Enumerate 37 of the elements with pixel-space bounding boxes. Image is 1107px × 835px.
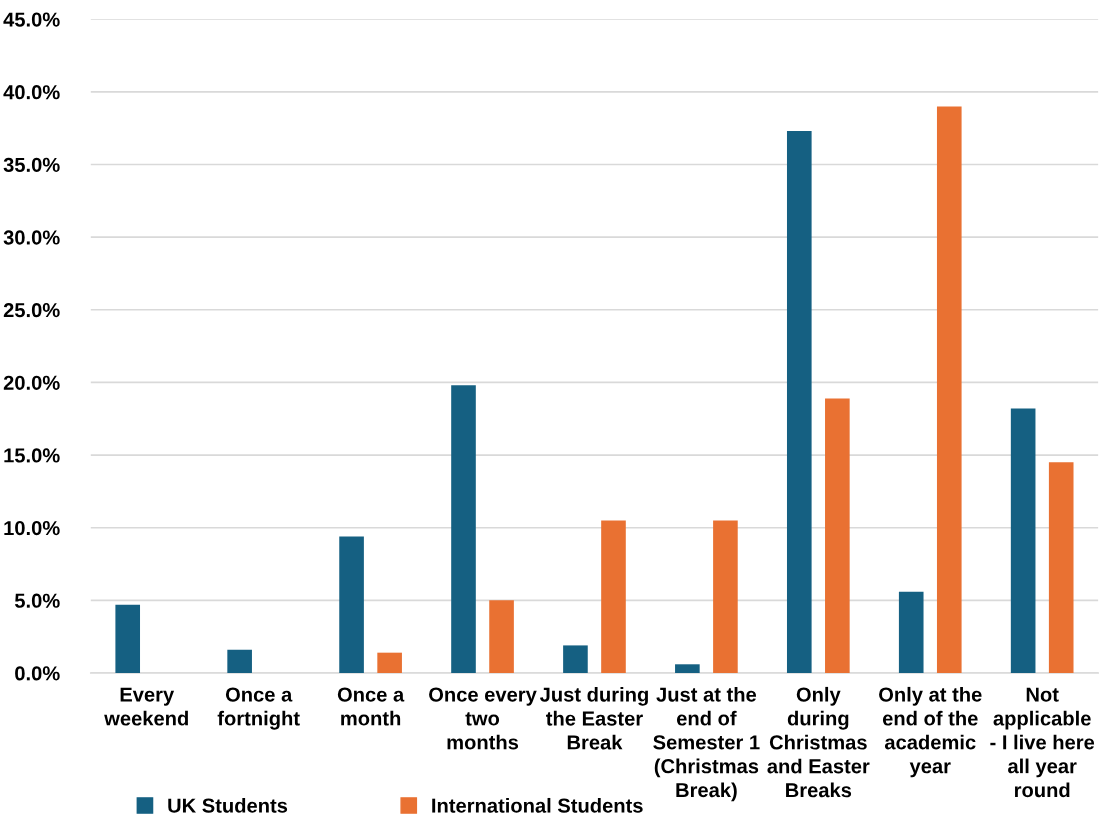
- bar: [563, 645, 588, 674]
- legend-label: International Students: [432, 797, 643, 813]
- y-tick-label: 40.0%: [3, 85, 60, 100]
- y-tick-label: 0.0%: [15, 666, 60, 681]
- y-tick-label: 15.0%: [4, 448, 60, 463]
- y-tick-label: 35.0%: [3, 157, 60, 173]
- bar: [339, 536, 364, 674]
- bar: [825, 398, 850, 674]
- y-tick-label: 45.0%: [3, 12, 60, 27]
- x-tick-label: Only during Christmas and Easter Breaks: [767, 686, 870, 798]
- bar: [713, 520, 738, 674]
- bar: [377, 652, 402, 674]
- x-tick-label: Not applicable - I live here all year round: [990, 687, 1095, 798]
- bar: [936, 106, 962, 674]
- x-tick-label: Just at the end of Semester 1 (Christmas Break): [653, 686, 760, 802]
- bar: [451, 385, 476, 674]
- bar: [489, 600, 514, 674]
- y-tick-label: 10.0%: [4, 520, 60, 536]
- x-tick-label: Once a month: [337, 687, 405, 726]
- bar: [1010, 408, 1036, 674]
- bar: [786, 131, 812, 674]
- bar: [115, 604, 141, 674]
- y-tick-label: 20.0%: [3, 375, 60, 390]
- x-tick-label: Just during the Easter Break: [539, 686, 648, 750]
- bar: [675, 664, 700, 674]
- bar: [227, 649, 252, 674]
- y-tick-label: 5.0%: [14, 593, 60, 608]
- y-tick-label: 30.0%: [3, 230, 60, 245]
- y-tick-label: 25.0%: [3, 303, 60, 318]
- bar: [1048, 462, 1074, 674]
- x-tick-label: Only at the end of the academic year: [879, 686, 982, 778]
- bar: [898, 591, 924, 674]
- x-tick-label: Once a fortnight: [217, 687, 300, 730]
- bar: [601, 520, 626, 674]
- legend-label: UK Students: [168, 797, 288, 813]
- x-tick-label: Every weekend: [104, 687, 188, 726]
- x-tick-label: Once every two months: [429, 687, 537, 750]
